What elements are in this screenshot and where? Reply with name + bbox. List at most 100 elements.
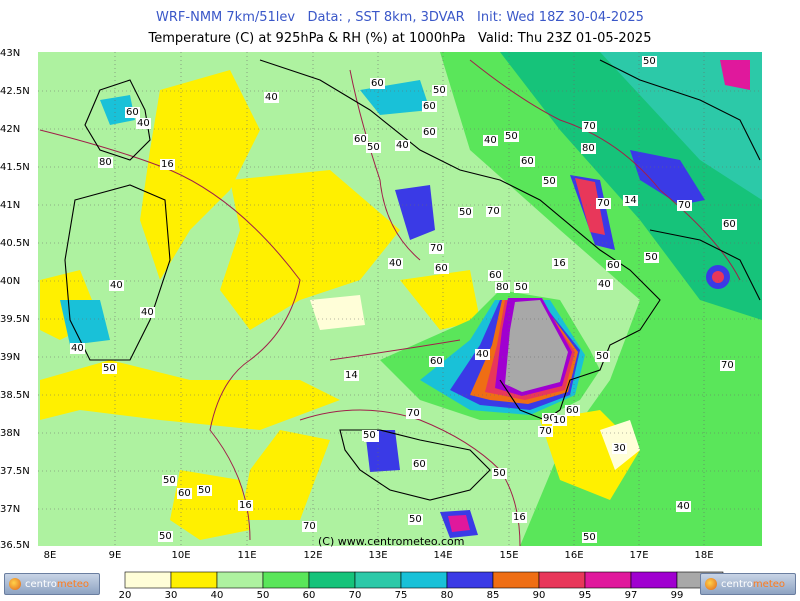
lat-label-42n: 42N: [0, 124, 21, 135]
rh-contour-label: 70: [677, 200, 692, 211]
rh-contour-label: 70: [720, 360, 735, 371]
lat-label-37-5n: 37.5N: [0, 466, 30, 477]
colorbar-swatch: [308, 571, 356, 589]
lat-label-40n: 40N: [0, 276, 21, 287]
colorbar-swatch: [170, 571, 218, 589]
rh-contour-label: 50: [595, 351, 610, 362]
title-line-1: WRF-NMM 7km/51lev Data: , SST 8km, 3DVAR…: [156, 10, 644, 25]
lat-label-42-5n: 42.5N: [0, 86, 30, 97]
lon-label-17e: 17E: [629, 550, 649, 561]
rh-contour-label: 70: [406, 408, 421, 419]
colorbar-tick-label: 99: [670, 590, 684, 601]
lon-label-9e: 9E: [108, 550, 122, 561]
rh-contour-label: 60: [565, 405, 580, 416]
rh-contour-label: 60: [434, 263, 449, 274]
lat-label-39n: 39N: [0, 352, 21, 363]
centrometeo-logo-right: centro meteo: [700, 573, 796, 595]
rh-contour-label: 80: [98, 157, 113, 168]
rh-contour-label: 40: [388, 258, 403, 269]
centrometeo-logo-left: centro meteo: [4, 573, 100, 595]
colorbar-swatch: [400, 571, 448, 589]
copyright-text: (C) www.centrometeo.com: [318, 535, 465, 548]
temperature-contours: [39, 59, 741, 547]
lon-label-13e: 13E: [368, 550, 388, 561]
rh-contour-label: 40: [70, 343, 85, 354]
rh-contour-label: 90: [542, 413, 557, 424]
rh-contour-label: 70: [302, 521, 317, 532]
rh-contour-label: 50: [492, 468, 507, 479]
lon-label-16e: 16E: [564, 550, 584, 561]
lat-label-36-5n: 36.5N: [0, 540, 30, 551]
temperature-contour-label: 16: [160, 159, 175, 170]
rh-contour-label: 50: [582, 532, 597, 543]
lon-label-10e: 10E: [171, 550, 191, 561]
lat-label-38n: 38N: [0, 428, 21, 439]
rh-contour-label: 50: [366, 142, 381, 153]
colorbar-tick-label: 70: [348, 590, 362, 601]
lon-label-15e: 15E: [499, 550, 519, 561]
colorbar-swatch: [538, 571, 586, 589]
rh-contour-label: 10: [552, 415, 567, 426]
sun-icon: [705, 578, 717, 590]
lon-label-8e: 8E: [43, 550, 57, 561]
colorbar-swatch: [124, 571, 172, 589]
colorbar-swatch: [492, 571, 540, 589]
lon-label-14e: 14E: [433, 550, 453, 561]
rh-contour-label: 70: [596, 198, 611, 209]
rh-contour-label: 60: [520, 156, 535, 167]
lat-label-41n: 41N: [0, 200, 21, 211]
rh-contour-label: 40: [109, 280, 124, 291]
colorbar-swatch: [216, 571, 264, 589]
rh-contour-label: 40: [264, 92, 279, 103]
colorbar-tick-label: 95: [578, 590, 592, 601]
rh-contour-label: 50: [458, 207, 473, 218]
rh-contour-label: 50: [432, 85, 447, 96]
lat-label-40-5n: 40.5N: [0, 238, 30, 249]
rh-contour-label: 50: [644, 252, 659, 263]
grid-lines: [38, 52, 762, 546]
temperature-contour-label: 16: [238, 500, 253, 511]
colorbar-swatch: [354, 571, 402, 589]
lat-label-41-5n: 41.5N: [0, 162, 30, 173]
rh-contour-label: 60: [422, 127, 437, 138]
colorbar-tick-label: 90: [532, 590, 546, 601]
temperature-contour-label: 16: [552, 258, 567, 269]
colorbar-tick-label: 20: [118, 590, 132, 601]
colorbar-tick-label: 75: [394, 590, 408, 601]
colorbar-tick-label: 50: [256, 590, 270, 601]
lat-label-39-5n: 39.5N: [0, 314, 30, 325]
lat-label-43n: 43N: [0, 48, 21, 59]
rh-contour-label: 60: [177, 488, 192, 499]
colorbar-swatch: [584, 571, 632, 589]
rh-contour-label: 70: [538, 426, 553, 437]
rh-contour-label: 80: [495, 282, 510, 293]
lat-label-37n: 37N: [0, 504, 21, 515]
colorbar-swatch: [630, 571, 678, 589]
rh-contour-label: 60: [429, 356, 444, 367]
temperature-contour-label: 16: [512, 512, 527, 523]
colorbar-swatch: [262, 571, 310, 589]
rh-contour-label: 50: [408, 514, 423, 525]
lat-label-38-5n: 38.5N: [0, 390, 30, 401]
rh-contour-label: 80: [581, 143, 596, 154]
rh-contour-label: 70: [486, 206, 501, 217]
rh-contour-label: 50: [362, 430, 377, 441]
rh-contour-label: 50: [542, 176, 557, 187]
rh-contour-label: 50: [514, 282, 529, 293]
title-line-2: Temperature (C) at 925hPa & RH (%) at 10…: [148, 31, 652, 46]
rh-contour-label: 50: [197, 485, 212, 496]
rh-contour-label: 60: [722, 219, 737, 230]
rh-contour-label: 40: [483, 135, 498, 146]
rh-colorbar: [124, 571, 724, 589]
temperature-contour-label: 14: [344, 370, 359, 381]
lon-label-18e: 18E: [694, 550, 714, 561]
rh-contour-label: 60: [370, 78, 385, 89]
rh-contour-label: 60: [606, 260, 621, 271]
colorbar-tick-label: 97: [624, 590, 638, 601]
rh-contour-label: 40: [140, 307, 155, 318]
sun-icon: [9, 578, 21, 590]
rh-contour-label: 60: [422, 101, 437, 112]
colorbar-tick-label: 40: [210, 590, 224, 601]
rh-contour-label: 60: [353, 134, 368, 145]
rh-contour-label: 30: [612, 443, 627, 454]
